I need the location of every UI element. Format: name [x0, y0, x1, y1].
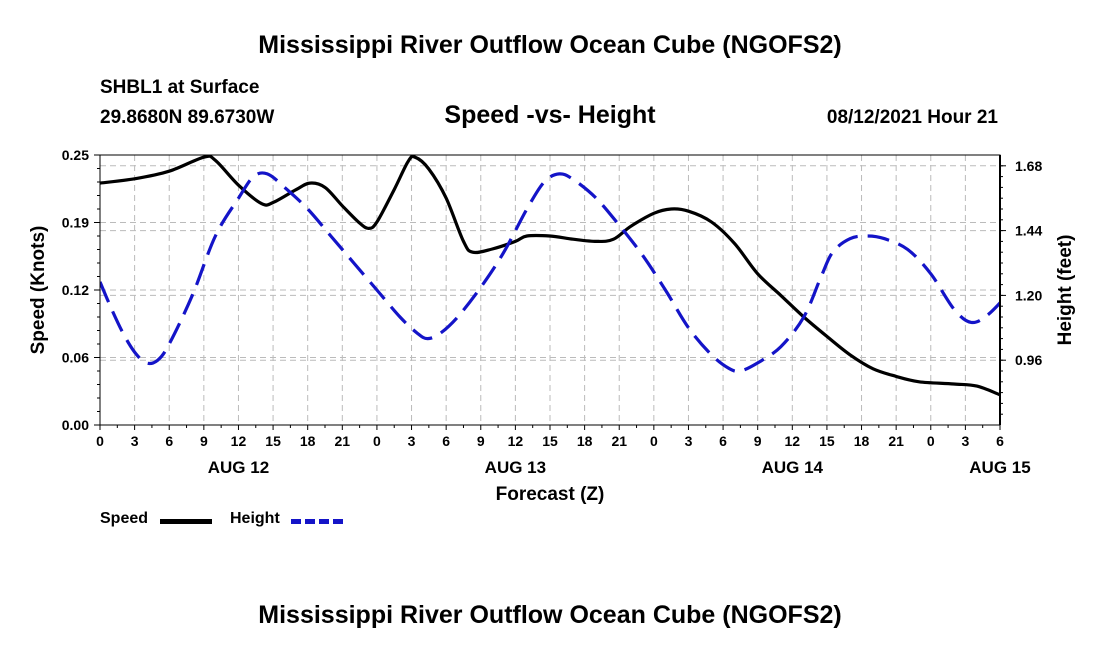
x-tick-label: 3 — [685, 433, 693, 449]
x-tick-label: 0 — [373, 433, 381, 449]
x-tick-label: 6 — [996, 433, 1004, 449]
legend-height-label: Height — [230, 510, 280, 527]
date-label: AUG 12 — [208, 458, 269, 477]
x-tick-label: 12 — [508, 433, 524, 449]
date-label: AUG 14 — [762, 458, 824, 477]
series-line-speed — [100, 154, 1000, 397]
legend-speed-swatch — [160, 519, 212, 524]
chart-series-layer — [100, 154, 1000, 397]
y-tick-label: 0.12 — [62, 282, 89, 298]
chart-subtitle: Speed -vs- Height — [444, 101, 656, 129]
x-tick-label: 12 — [785, 433, 801, 449]
x-tick-label: 9 — [477, 433, 485, 449]
legend-height-swatch — [291, 519, 343, 524]
x-tick-label: 3 — [131, 433, 139, 449]
x-tick-label: 18 — [300, 433, 316, 449]
station-name: SHBL1 at Surface — [100, 77, 260, 98]
x-tick-label: 15 — [265, 433, 281, 449]
y-tick-label: 0.00 — [62, 417, 89, 433]
y-tick-label: 0.19 — [62, 215, 89, 231]
x-tick-label: 21 — [611, 433, 627, 449]
legend-speed-label: Speed — [100, 510, 149, 527]
x-tick-label: 0 — [927, 433, 935, 449]
y2-axis-label: Height (feet) — [1055, 235, 1076, 346]
y2-tick-label: 1.20 — [1015, 287, 1042, 303]
x-tick-label: 6 — [442, 433, 450, 449]
x-tick-label: 9 — [200, 433, 208, 449]
date-label: AUG 15 — [969, 458, 1030, 477]
x-tick-label: 3 — [408, 433, 416, 449]
y-axis-ticks: 0.00 0.06 0.12 0.19 0.25 — [62, 147, 100, 433]
y2-tick-label: 1.44 — [1015, 223, 1042, 239]
chart-title-top: Mississippi River Outflow Ocean Cube (NG… — [258, 31, 842, 59]
date-label: AUG 13 — [485, 458, 546, 477]
x-axis-ticks: 0 3 6 9 12 15 18 21 0 3 6 9 12 15 18 21 0 3 6 9 12 15 18 21 0 3 6 A… — [96, 425, 1031, 477]
x-tick-label: 6 — [719, 433, 727, 449]
chart-grid — [100, 155, 1000, 425]
y2-axis-ticks: 0.96 1.20 1.44 1.68 — [999, 155, 1042, 425]
x-tick-label: 21 — [335, 433, 351, 449]
y-tick-label: 0.25 — [62, 147, 89, 163]
forecast-timestamp: 08/12/2021 Hour 21 — [826, 107, 998, 128]
x-tick-label: 12 — [231, 433, 247, 449]
x-tick-label: 21 — [888, 433, 904, 449]
series-line-height — [100, 171, 1000, 373]
x-tick-label: 15 — [542, 433, 558, 449]
x-tick-label: 9 — [754, 433, 762, 449]
y-tick-label: 0.06 — [62, 350, 89, 366]
y-axis-label: Speed (Knots) — [28, 226, 49, 355]
x-tick-label: 0 — [650, 433, 658, 449]
x-axis-label: Forecast (Z) — [496, 484, 605, 505]
chart-title-bottom: Mississippi River Outflow Ocean Cube (NG… — [258, 601, 842, 629]
x-tick-label: 18 — [577, 433, 593, 449]
x-tick-label: 3 — [961, 433, 969, 449]
x-tick-label: 15 — [819, 433, 835, 449]
x-tick-label: 0 — [96, 433, 104, 449]
x-tick-label: 6 — [165, 433, 173, 449]
x-tick-label: 18 — [854, 433, 870, 449]
y2-tick-label: 0.96 — [1015, 352, 1042, 368]
y2-tick-label: 1.68 — [1015, 158, 1042, 174]
station-coordinates: 29.8680N 89.6730W — [100, 107, 275, 128]
